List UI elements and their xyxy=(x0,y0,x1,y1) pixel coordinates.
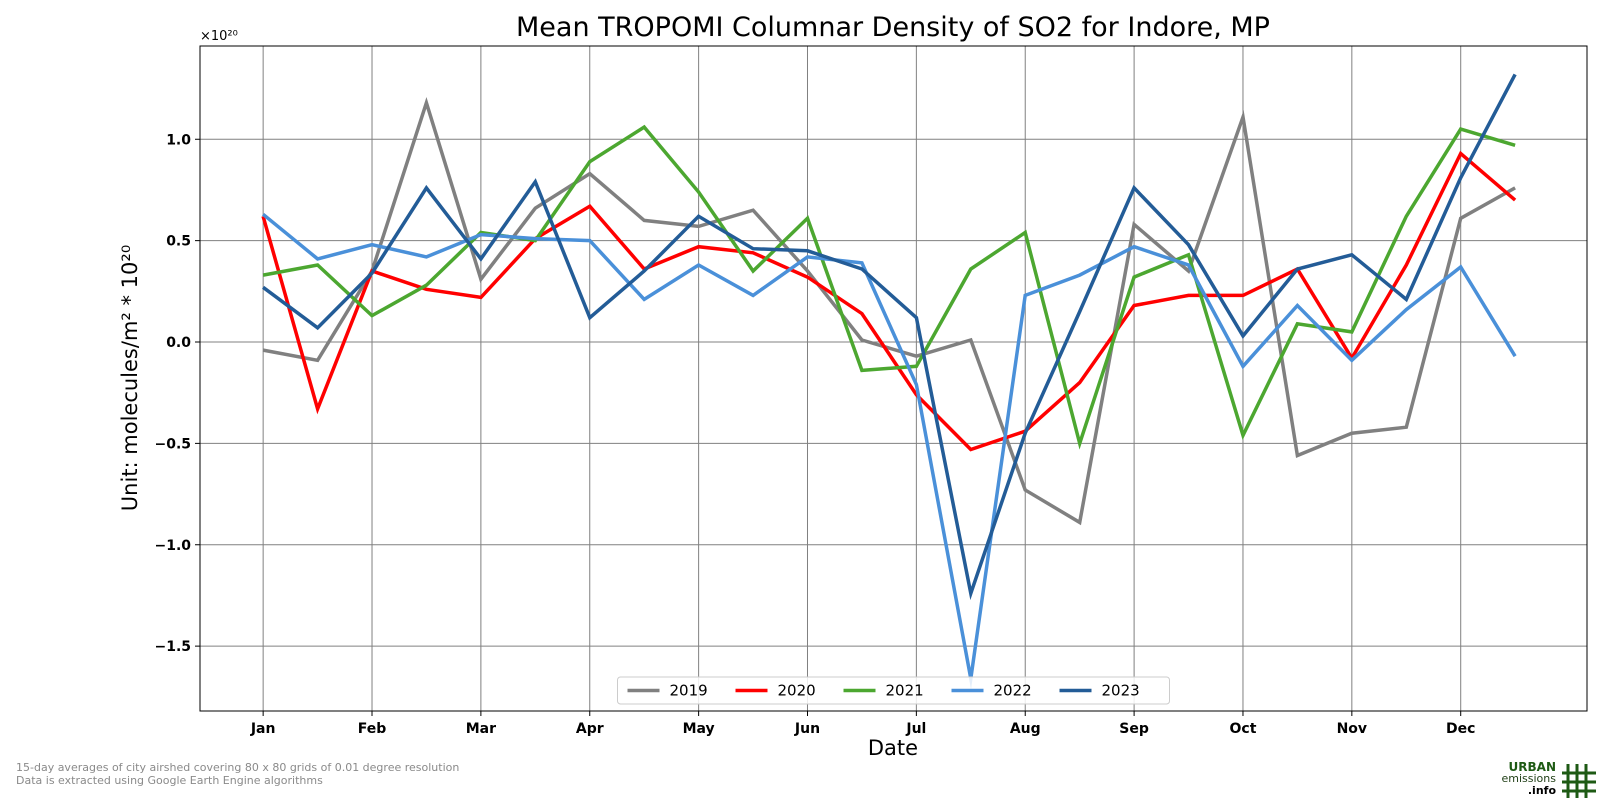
logo-line-3: .info xyxy=(1527,784,1556,797)
y-tick-label: −0.5 xyxy=(154,436,191,452)
legend-label-2019: 2019 xyxy=(670,682,708,700)
x-tick-label: Mar xyxy=(466,721,496,737)
footer-line-2: Data is extracted using Google Earth Eng… xyxy=(16,774,323,787)
x-tick-label: Dec xyxy=(1446,721,1475,737)
plot-frame xyxy=(199,45,1588,712)
logo-line-1: URBAN xyxy=(1508,760,1556,774)
x-tick-label: Oct xyxy=(1230,721,1257,737)
series-line-2020 xyxy=(261,150,1517,452)
x-tick-label: May xyxy=(683,721,715,737)
grid-lines xyxy=(200,46,1587,711)
urban-emissions-logo: URBAN emissions .info xyxy=(1498,761,1598,799)
y-tick-label: 1.0 xyxy=(166,132,191,148)
x-tick-label: Jul xyxy=(905,721,926,737)
legend-box xyxy=(617,676,1170,705)
y-tick-label: −1.5 xyxy=(154,639,191,655)
y-tick-label: 0.5 xyxy=(166,234,191,250)
chart-title: Mean TROPOMI Columnar Density of SO2 for… xyxy=(516,12,1270,43)
series-line-2022 xyxy=(261,212,1517,690)
logo-text: URBAN emissions .info xyxy=(1502,761,1557,797)
x-tick-label: Apr xyxy=(576,721,604,737)
series-line-2023 xyxy=(262,73,1517,601)
y-tick-label: 0.0 xyxy=(166,335,191,351)
x-tick-label: Nov xyxy=(1337,721,1367,737)
x-tick-label: Jun xyxy=(794,721,820,737)
y-axis-label: Unit: molecules/m² * 10²⁰ xyxy=(118,245,142,511)
x-tick-label: Sep xyxy=(1119,721,1149,737)
series-line-2019 xyxy=(262,96,1516,526)
series-lines xyxy=(261,73,1517,690)
y-offset-label: ×10²⁰ xyxy=(200,29,238,44)
footer-line-1: 15-day averages of city airshed covering… xyxy=(16,761,460,774)
x-axis-label: Date xyxy=(868,736,918,760)
grid-logo-icon xyxy=(1562,764,1596,798)
chart: Mean TROPOMI Columnar Density of SO2 for… xyxy=(118,12,1588,760)
legend-label-2022: 2022 xyxy=(994,682,1032,700)
x-tick-label: Feb xyxy=(358,721,387,737)
logo-line-2: emissions xyxy=(1501,772,1557,785)
footer-notes: 15-day averages of city airshed covering… xyxy=(16,761,459,787)
x-tick-label: Aug xyxy=(1010,721,1041,737)
series-line-2021 xyxy=(262,124,1516,450)
legend-label-2020: 2020 xyxy=(778,682,816,700)
legend-label-2021: 2021 xyxy=(886,682,924,700)
x-tick-label: Jan xyxy=(250,721,276,737)
x-ticks: Jan Feb Mar Apr May Jun Jul Aug Sep Oct Nov Dec xyxy=(250,711,1475,737)
legend-label-2023: 2023 xyxy=(1102,682,1140,700)
y-ticks: −1.5 −1.0 −0.5 0.0 0.5 1.0 xyxy=(154,132,200,655)
legend: 2019 2020 2021 2022 2023 xyxy=(617,676,1170,705)
y-tick-label: −1.0 xyxy=(154,538,191,554)
